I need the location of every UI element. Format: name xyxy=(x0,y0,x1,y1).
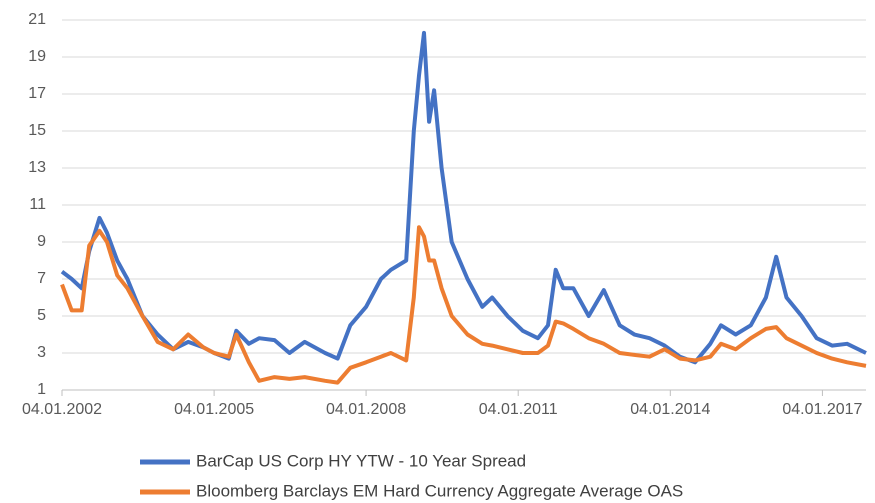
x-tick-label: 04.01.2011 xyxy=(479,401,558,418)
y-tick-label: 11 xyxy=(29,196,46,213)
y-tick-label: 9 xyxy=(37,233,46,250)
y-tick-label: 13 xyxy=(28,159,46,176)
y-tick-label: 7 xyxy=(37,270,46,287)
y-tick-label: 15 xyxy=(28,122,46,139)
y-tick-label: 3 xyxy=(37,344,46,361)
x-tick-label: 04.01.2014 xyxy=(630,401,710,418)
x-tick-label: 04.01.2008 xyxy=(326,401,406,418)
y-tick-label: 17 xyxy=(28,85,46,102)
legend-label: Bloomberg Barclays EM Hard Currency Aggr… xyxy=(196,481,683,500)
x-tick-label: 04.01.2017 xyxy=(782,401,862,418)
y-tick-label: 21 xyxy=(28,11,46,28)
x-tick-label: 04.01.2002 xyxy=(22,401,102,418)
series-line xyxy=(60,30,867,365)
x-tick-label: 04.01.2005 xyxy=(174,401,254,418)
y-tick-label: 19 xyxy=(28,48,46,65)
y-tick-label: 5 xyxy=(37,307,46,324)
legend-label: BarCap US Corp HY YTW - 10 Year Spread xyxy=(196,451,526,470)
y-tick-label: 1 xyxy=(37,381,46,398)
series-line xyxy=(60,225,867,385)
